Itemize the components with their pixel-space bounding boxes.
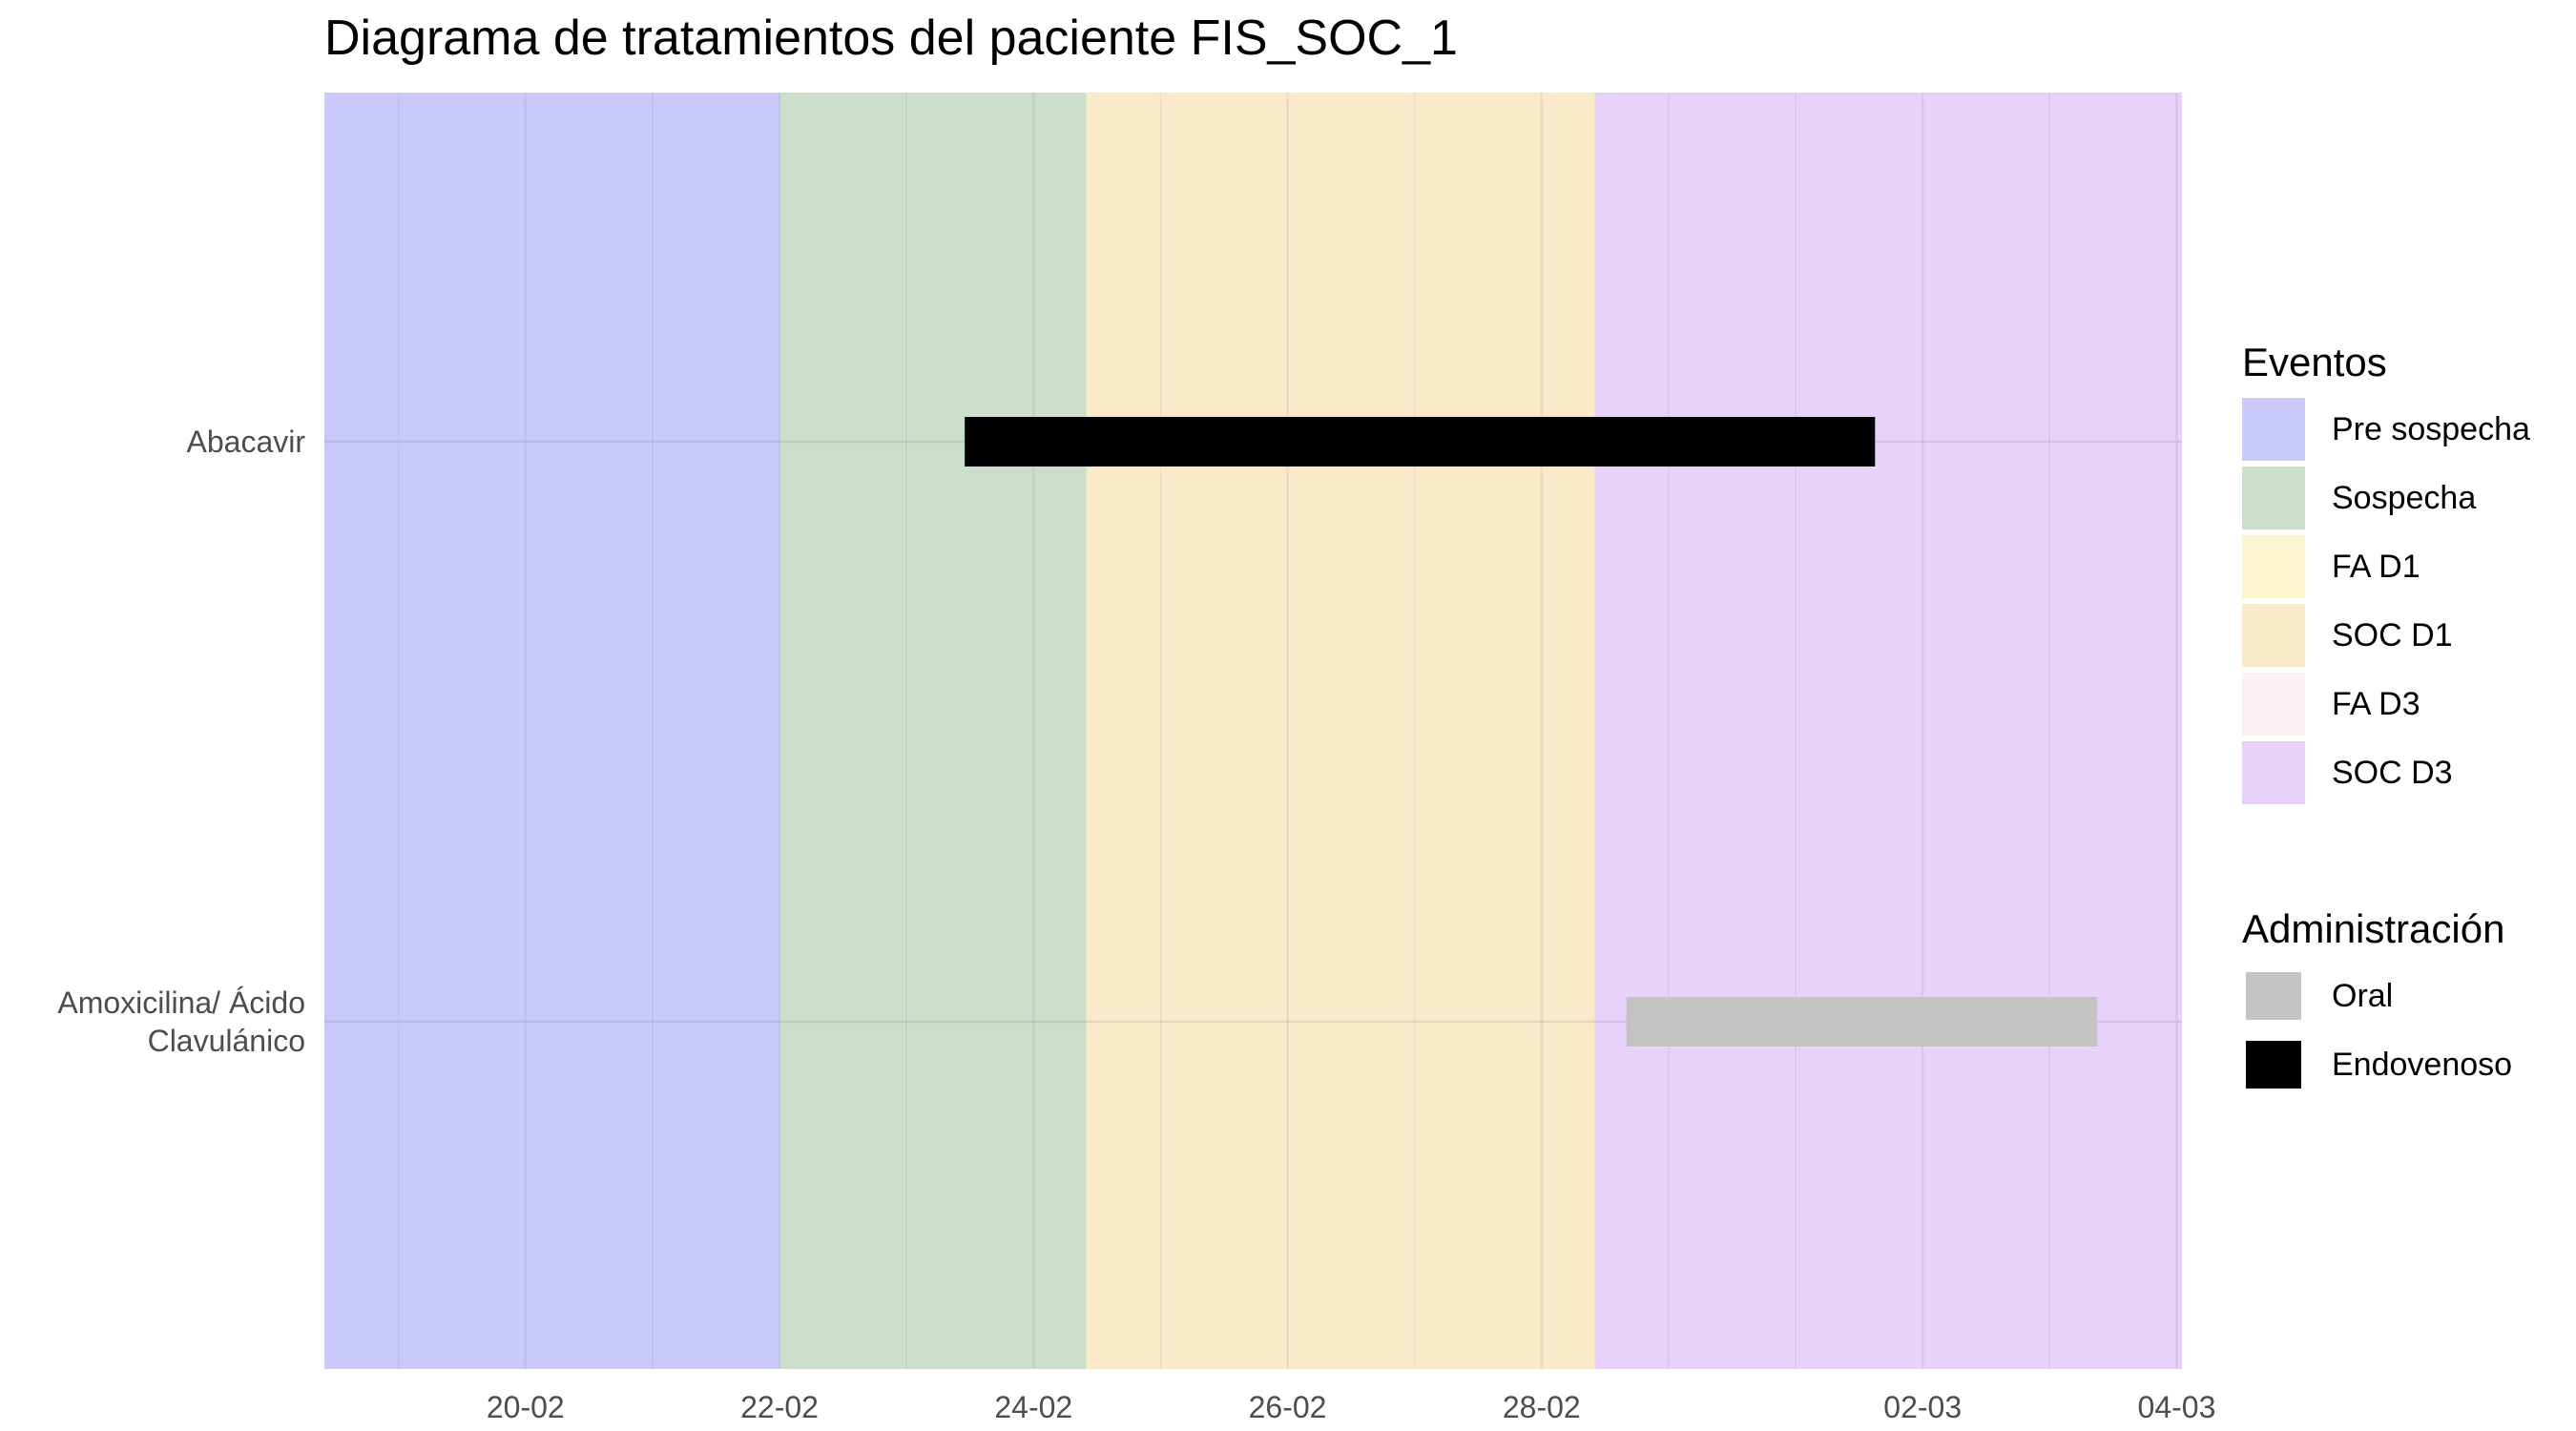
legend-item: Pre sospecha (2242, 395, 2530, 464)
legend-label: SOC D1 (2332, 616, 2453, 653)
legend-swatch (2242, 467, 2305, 529)
legend-swatch (2242, 398, 2305, 461)
x-tick-label: 22-02 (740, 1390, 819, 1424)
y-category-label: Abacavir (187, 425, 306, 459)
legend-swatch (2242, 535, 2305, 598)
legend-swatch (2242, 741, 2305, 804)
legend-item: FA D1 (2242, 532, 2530, 601)
y-category-label: Amoxicilina/ Ácido (57, 985, 305, 1020)
legend-swatch (2246, 1041, 2301, 1089)
legend-item: SOC D1 (2242, 601, 2530, 670)
legend-item: FA D3 (2242, 670, 2530, 738)
y-category-label: Clavulánico (148, 1024, 305, 1058)
x-tick-label: 24-02 (994, 1390, 1072, 1424)
phase-band (1086, 93, 1595, 1369)
legend-item: Oral (2242, 962, 2512, 1030)
legend-item: Endovenoso (2242, 1030, 2512, 1099)
legend-title: Administración (2242, 906, 2505, 951)
legend-label: FA D1 (2332, 548, 2420, 585)
treatment-bar (965, 417, 1876, 467)
phase-band (324, 93, 780, 1369)
legend-administracion: Administración Oral Endovenoso (2242, 906, 2512, 1099)
x-tick-label: 26-02 (1249, 1390, 1327, 1424)
legend-label: Pre sospecha (2332, 410, 2530, 447)
x-tick-label: 28-02 (1503, 1390, 1581, 1424)
phase-band (1594, 93, 2182, 1369)
legend-label: Endovenoso (2332, 1046, 2513, 1083)
phase-band (779, 93, 1087, 1369)
treatment-bar (1626, 997, 2098, 1047)
legend-label: FA D3 (2332, 685, 2420, 722)
legend-label: Oral (2332, 977, 2394, 1014)
legend-label: Sospecha (2332, 479, 2477, 516)
legend-swatch (2242, 673, 2305, 736)
legend-label: SOC D3 (2332, 754, 2453, 791)
x-tick-label: 20-02 (487, 1390, 565, 1424)
legend-item: Sospecha (2242, 464, 2530, 532)
x-tick-label: 04-03 (2138, 1390, 2216, 1424)
legend-title: Eventos (2242, 340, 2387, 384)
legend-swatch (2242, 604, 2305, 667)
legend-eventos: Eventos Pre sospecha Sospecha FA D1 SOC D1 F… (2242, 340, 2530, 807)
legend-item: SOC D3 (2242, 738, 2530, 807)
chart-title: Diagrama de tratamientos del paciente FI… (324, 10, 1458, 66)
legend-swatch (2246, 972, 2301, 1020)
x-tick-label: 02-03 (1883, 1390, 1962, 1424)
